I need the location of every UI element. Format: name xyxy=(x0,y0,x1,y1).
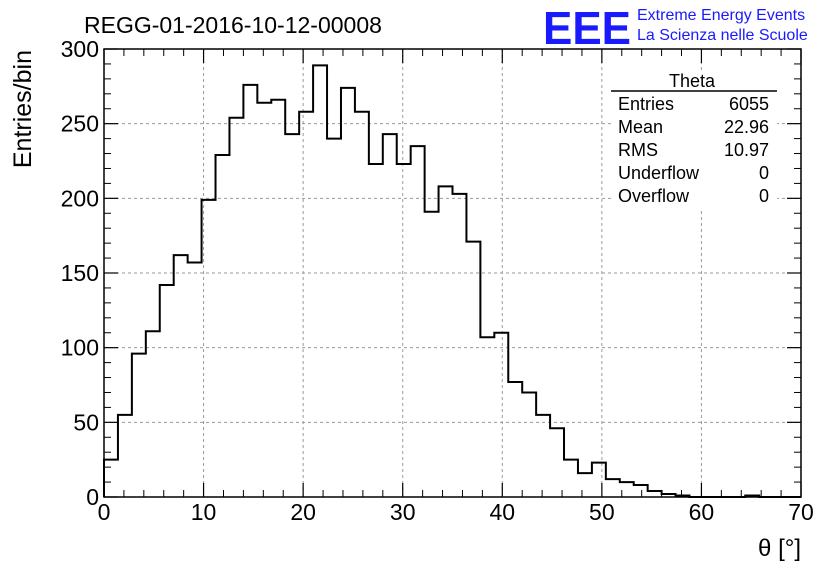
stats-row-label: Entries xyxy=(618,94,674,114)
stats-row-value: 10.97 xyxy=(724,140,769,160)
histogram-bin xyxy=(216,155,230,497)
eee-logo: EEE Extreme Energy Events La Scienza nel… xyxy=(543,2,808,54)
x-tick-label: 50 xyxy=(589,499,615,525)
y-tick-label: 200 xyxy=(61,185,99,211)
histogram-bin xyxy=(160,285,174,497)
histogram-bin xyxy=(257,103,271,497)
stats-row-label: Underflow xyxy=(618,163,700,183)
stats-row-value: 0 xyxy=(759,163,769,183)
histogram-bin xyxy=(453,194,467,497)
y-axis-label: Entries/bin xyxy=(9,50,37,168)
x-tick-label: 40 xyxy=(489,499,515,525)
x-axis-label: θ [°] xyxy=(758,535,801,562)
histogram-bin xyxy=(132,354,146,497)
histogram-bin xyxy=(550,428,564,497)
chart-title: REGG-01-2016-10-12-00008 xyxy=(84,12,382,38)
stats-row-value: 6055 xyxy=(729,94,769,114)
stats-row-label: Mean xyxy=(618,117,663,137)
x-tick-label: 10 xyxy=(191,499,217,525)
histogram-bin xyxy=(341,88,355,497)
stats-box-rows: Entries 6055 Mean 22.96 RMS 10.97 Underflow 0 Ov… xyxy=(618,94,769,206)
histogram-bin xyxy=(606,479,620,497)
x-tick-label: 60 xyxy=(689,499,715,525)
histogram-bin xyxy=(536,415,550,497)
logo-line2: La Scienza nelle Scuole xyxy=(637,27,808,44)
x-tick-label: 0 xyxy=(98,499,111,525)
histogram-bin xyxy=(494,333,508,497)
axis-tick-labels: 0 10 20 30 40 50 60 70 0 50 100 150 200 250 300 xyxy=(61,36,814,525)
x-tick-label: 20 xyxy=(290,499,316,525)
axis-ticks xyxy=(103,48,802,498)
histogram-bin xyxy=(271,100,285,497)
y-tick-label: 250 xyxy=(61,111,99,137)
stats-box-background xyxy=(611,72,777,210)
histogram-bin xyxy=(369,164,383,497)
x-tick-label: 30 xyxy=(390,499,416,525)
histogram-bin xyxy=(578,473,592,497)
histogram-bin xyxy=(634,485,648,497)
histogram-bin xyxy=(466,242,480,497)
y-tick-label: 100 xyxy=(61,335,99,361)
stats-row-value: 22.96 xyxy=(724,117,769,137)
histogram-bin xyxy=(285,134,299,497)
histogram-bin xyxy=(188,263,202,497)
stats-row-value: 0 xyxy=(759,186,769,206)
histogram-bin xyxy=(480,337,494,497)
histogram-bin xyxy=(146,331,160,497)
stats-box: Theta Entries 6055 Mean 22.96 RMS 10.97 Underf… xyxy=(611,71,777,210)
histogram-bin xyxy=(174,255,188,497)
histogram-bin xyxy=(299,112,313,497)
y-tick-label: 0 xyxy=(86,484,99,510)
histogram-bin xyxy=(355,112,369,497)
histogram-bin xyxy=(592,463,606,497)
histogram-bin xyxy=(522,392,536,497)
histogram-bin xyxy=(425,212,439,497)
x-tick-label: 70 xyxy=(788,499,814,525)
histogram-bin xyxy=(104,460,118,497)
logo-mark: EEE xyxy=(543,2,631,54)
histogram-bin xyxy=(383,134,397,497)
histogram-bin xyxy=(397,164,411,497)
y-tick-label: 150 xyxy=(61,260,99,286)
logo-line1: Extreme Energy Events xyxy=(637,7,805,24)
histogram-bin xyxy=(118,415,132,497)
y-tick-label: 50 xyxy=(73,409,99,435)
y-tick-label: 300 xyxy=(61,36,99,62)
histogram-bin xyxy=(243,85,257,497)
histogram-bin xyxy=(327,139,341,497)
histogram-bin xyxy=(508,382,522,497)
histogram-bin xyxy=(229,118,243,497)
histogram-outline xyxy=(103,64,801,498)
stats-row-label: RMS xyxy=(618,140,658,160)
histogram-bin xyxy=(564,460,578,497)
stats-row-label: Overflow xyxy=(618,186,690,206)
stats-box-title: Theta xyxy=(669,71,716,91)
histogram-bin xyxy=(439,186,453,497)
histogram-bin xyxy=(313,65,327,497)
